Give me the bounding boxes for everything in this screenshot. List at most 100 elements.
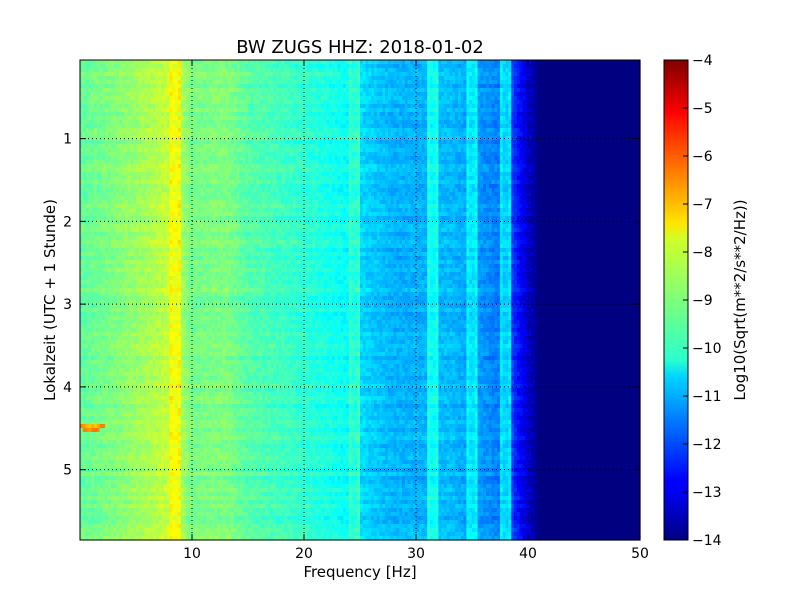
heatmap-cell (477, 132, 481, 137)
heatmap-cell (110, 112, 115, 117)
heatmap-cell (399, 96, 403, 101)
heatmap-cell (290, 96, 294, 101)
heatmap-cell (413, 80, 417, 85)
heatmap-cell (231, 104, 235, 109)
heatmap-cell (385, 60, 389, 65)
heatmap-cell (469, 72, 473, 77)
heatmap-cell (399, 128, 403, 133)
heatmap-cell (85, 76, 89, 81)
heatmap-cell (628, 72, 633, 77)
heatmap-cell (155, 68, 159, 73)
heatmap-cell (194, 120, 199, 125)
heatmap-cell (228, 128, 232, 133)
heatmap-cell (253, 100, 257, 105)
heatmap-cell (298, 124, 302, 129)
heatmap-cell (614, 68, 619, 73)
heatmap-cell (82, 108, 87, 113)
heatmap-cell (284, 136, 288, 141)
heatmap-cell (584, 80, 588, 85)
heatmap-cell (533, 80, 537, 85)
heatmap-cell (561, 112, 565, 117)
heatmap-cell (113, 100, 117, 105)
heatmap-cell (592, 108, 596, 113)
heatmap-cell (222, 116, 227, 121)
heatmap-cell (346, 76, 350, 81)
heatmap-cell (281, 104, 285, 109)
heatmap-cell (483, 104, 487, 109)
heatmap-cell (365, 104, 369, 109)
heatmap-cell (337, 80, 341, 85)
heatmap-cell (351, 108, 355, 113)
heatmap-cell (396, 100, 400, 105)
heatmap-cell (136, 124, 140, 129)
heatmap-cell (122, 104, 126, 109)
heatmap-cell (340, 120, 344, 125)
heatmap-cell (158, 84, 162, 89)
heatmap-cell (483, 108, 487, 113)
heatmap-cell (399, 88, 403, 93)
heatmap-cell (166, 84, 171, 89)
heatmap-cell (617, 96, 621, 101)
heatmap-cell (144, 72, 148, 77)
heatmap-cell (194, 80, 199, 85)
heatmap-cell (337, 112, 341, 117)
heatmap-cell (483, 72, 487, 77)
heatmap-cell (491, 68, 495, 73)
heatmap-cell (91, 88, 95, 93)
heatmap-cell (194, 100, 199, 105)
heatmap-cell (298, 120, 302, 125)
heatmap-cell (519, 124, 523, 129)
heatmap-cell (158, 88, 162, 93)
heatmap-cell (334, 116, 339, 121)
heatmap-cell (508, 108, 512, 113)
heatmap-cell (528, 76, 532, 81)
heatmap-cell (186, 60, 190, 65)
heatmap-cell (399, 64, 403, 69)
heatmap-cell (500, 96, 504, 101)
heatmap-cell (194, 88, 199, 93)
heatmap-cell (488, 96, 493, 101)
heatmap-cell (186, 96, 190, 101)
heatmap-cell (248, 76, 252, 81)
heatmap-cell (575, 92, 579, 97)
heatmap-cell (141, 72, 145, 77)
heatmap-cell (180, 136, 185, 141)
heatmap-cell (242, 124, 246, 129)
heatmap-cell (432, 64, 437, 69)
heatmap-cell (452, 128, 456, 133)
heatmap-cell (141, 96, 145, 101)
heatmap-cell (242, 68, 246, 73)
heatmap-cell (502, 124, 507, 129)
heatmap-cell (441, 104, 445, 109)
heatmap-cell (264, 76, 269, 81)
heatmap-cell (438, 76, 442, 81)
heatmap-cell (141, 124, 145, 129)
heatmap-cell (516, 132, 521, 137)
heatmap-cell (270, 80, 274, 85)
heatmap-cell (421, 100, 425, 105)
heatmap-cell (172, 100, 176, 105)
heatmap-cell (505, 60, 509, 65)
heatmap-cell (519, 92, 523, 97)
heatmap-cell (152, 84, 157, 89)
heatmap-cell (589, 136, 593, 141)
heatmap-cell (570, 68, 574, 73)
heatmap-cell (102, 100, 106, 105)
heatmap-cell (570, 116, 574, 121)
heatmap-cell (127, 60, 131, 65)
heatmap-cell (421, 112, 425, 117)
heatmap-cell (553, 124, 557, 129)
heatmap-cell (424, 128, 428, 133)
heatmap-cell (228, 108, 232, 113)
heatmap-cell (382, 60, 386, 65)
heatmap-cell (603, 116, 607, 121)
heatmap-cell (416, 128, 420, 133)
heatmap-cell (432, 60, 437, 65)
heatmap-cell (250, 92, 255, 97)
heatmap-cell (497, 64, 501, 69)
heatmap-cell (402, 80, 406, 85)
heatmap-cell (631, 88, 635, 93)
heatmap-cell (368, 120, 372, 125)
heatmap-cell (326, 64, 330, 69)
heatmap-cell (152, 104, 157, 109)
